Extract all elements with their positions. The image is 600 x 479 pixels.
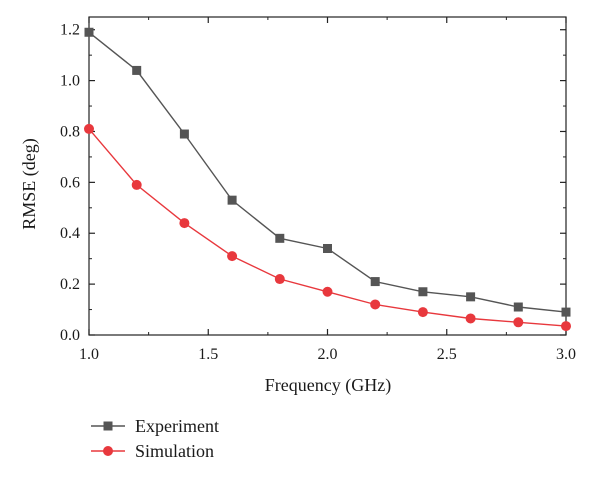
y-tick-label: 0.2 <box>60 276 80 293</box>
legend-label: Experiment <box>135 416 219 436</box>
data-point <box>84 27 94 37</box>
y-tick-label: 0.8 <box>60 123 80 140</box>
data-point <box>179 218 190 229</box>
x-tick-label: 3.0 <box>556 346 576 363</box>
data-point <box>466 292 476 302</box>
legend-marker <box>103 446 113 456</box>
data-point <box>370 277 380 287</box>
y-tick-label: 1.2 <box>60 22 80 39</box>
data-point <box>513 302 523 312</box>
data-point <box>417 307 428 318</box>
data-point <box>132 65 142 75</box>
data-point <box>274 274 285 285</box>
data-point <box>84 123 94 134</box>
x-axis: 1.0 1.5 2.0 2.5 3.0 <box>79 17 576 363</box>
x-axis-title: Frequency (GHz) <box>265 375 391 396</box>
y-tick-label: 0.6 <box>60 174 80 191</box>
data-point <box>227 195 237 205</box>
legend-item: Simulation <box>91 441 214 461</box>
data-point <box>179 129 189 139</box>
data-point <box>561 321 571 332</box>
legend-label: Simulation <box>135 441 214 461</box>
data-point <box>227 251 238 262</box>
series-simulation <box>84 123 571 332</box>
y-tick-label: 1.0 <box>60 73 80 90</box>
data-point <box>322 286 333 297</box>
data-point <box>323 244 332 254</box>
series-experiment <box>84 27 571 317</box>
series-line <box>88 31 567 313</box>
x-tick-label: 2.0 <box>318 346 338 363</box>
y-axis-title: RMSE (deg) <box>19 138 40 230</box>
y-axis: 0.0 0.2 0.4 0.6 0.8 1.0 1.2 <box>60 22 566 344</box>
y-tick-label: 0.4 <box>60 225 80 242</box>
data-point <box>418 287 428 297</box>
data-point <box>275 233 285 243</box>
x-tick-label: 1.0 <box>79 346 99 363</box>
legend: Experiment Simulation <box>91 416 219 461</box>
legend-item: Experiment <box>91 416 219 436</box>
legend-marker <box>103 421 113 431</box>
data-point <box>465 313 476 324</box>
x-tick-label: 2.5 <box>437 346 457 363</box>
data-point <box>561 307 571 317</box>
series-layer <box>84 27 571 332</box>
data-point <box>131 179 142 190</box>
x-tick-label: 1.5 <box>198 346 218 363</box>
y-tick-label: 0.0 <box>60 327 80 344</box>
data-point <box>513 317 524 328</box>
data-point <box>370 299 381 310</box>
